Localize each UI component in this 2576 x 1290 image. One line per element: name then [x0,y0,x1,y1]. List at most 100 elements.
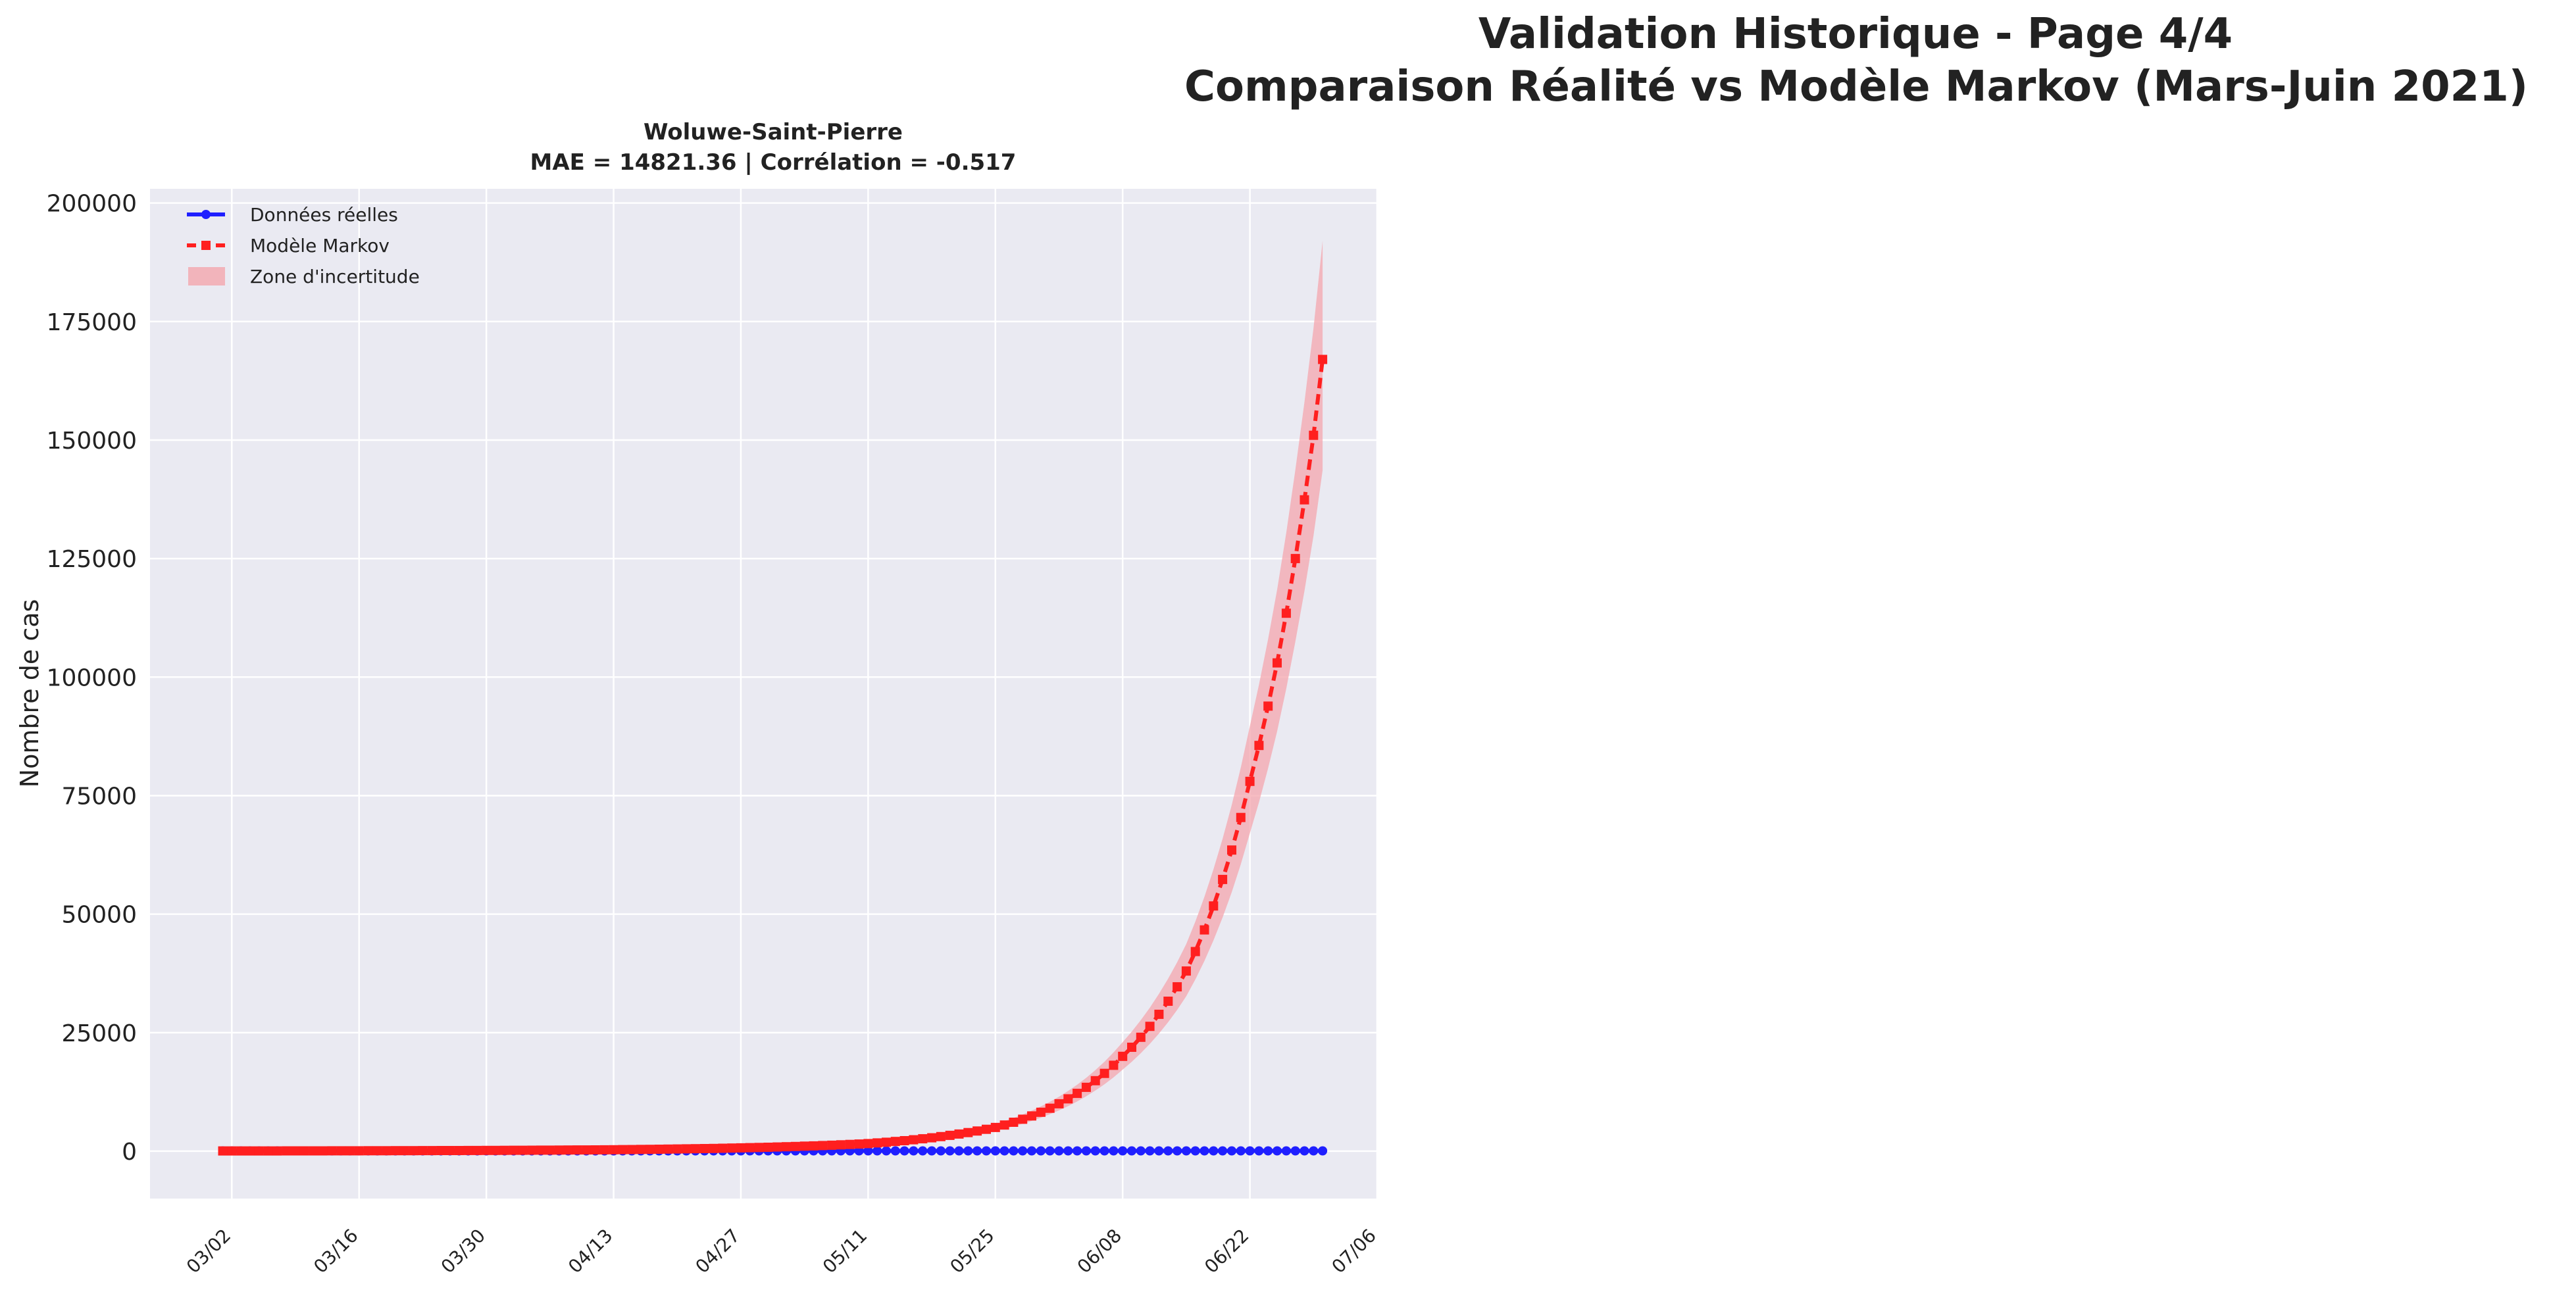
point-model [645,1145,655,1154]
point-real [1218,1146,1228,1156]
point-model [1209,901,1219,911]
x-tick-label: 05/11 [819,1225,871,1278]
point-real [1045,1146,1055,1156]
point-real [1118,1146,1128,1156]
y-tick-label: 200000 [47,191,137,218]
point-model [1254,741,1264,751]
point-model [1281,608,1291,618]
point-model [1036,1107,1046,1117]
point-real [1209,1146,1219,1156]
point-model [336,1146,346,1156]
point-model [427,1146,437,1156]
y-tick-label: 25000 [61,1020,137,1047]
point-real [1109,1146,1119,1156]
point-model [554,1145,564,1155]
point-model [227,1146,237,1156]
point-real [1309,1146,1319,1156]
point-model [654,1145,664,1154]
point-model [918,1134,928,1144]
point-model [1290,554,1300,564]
point-model [299,1146,309,1156]
point-model [309,1146,318,1156]
y-tick-label: 50000 [61,902,137,929]
x-tick-label: 06/08 [1073,1225,1126,1278]
point-real [972,1146,982,1156]
point-model [699,1144,709,1153]
point-model [318,1146,328,1156]
point-model [354,1146,364,1156]
point-model [363,1146,373,1156]
point-real [945,1146,955,1156]
legend-label-model: Modèle Markov [250,235,390,257]
point-model [272,1146,282,1156]
point-model [854,1139,864,1149]
point-model [236,1146,246,1156]
y-tick-label: 75000 [61,783,137,810]
y-tick-label: 125000 [47,546,137,573]
y-tick-label: 100000 [47,664,137,691]
point-model [1109,1060,1119,1070]
point-model [899,1136,909,1145]
point-model [1227,845,1236,855]
point-model [254,1146,264,1156]
point-real [936,1146,946,1156]
x-axis-ticks: 03/02 03/16 03/30 04/13 04/27 05/11 05/25 06/08… [182,1225,1380,1278]
point-model [1218,874,1228,884]
point-real [909,1146,919,1156]
figure-title: Validation Historique - Page 4/4 Compara… [1184,8,2528,113]
point-real [999,1146,1009,1156]
point-model [1273,658,1282,668]
point-model [999,1120,1009,1130]
x-tick-label: 03/16 [309,1225,362,1278]
point-model [1163,997,1173,1006]
y-tick-label: 175000 [47,309,137,336]
point-real [1163,1146,1173,1156]
point-model [582,1145,592,1155]
point-model [1118,1051,1128,1061]
chart-title-line2: MAE = 14821.36 | Corrélation = -0.517 [530,149,1017,176]
point-real [872,1146,882,1156]
point-model [391,1146,400,1156]
point-model [745,1143,755,1153]
point-model [1145,1022,1155,1031]
point-model [772,1142,782,1152]
point-model [1300,495,1309,505]
point-model [682,1144,692,1154]
point-model [1099,1068,1109,1078]
point-model [454,1146,464,1155]
point-model [482,1145,492,1155]
point-real [1127,1146,1136,1156]
point-model [282,1146,291,1156]
point-model [982,1124,991,1134]
point-real [990,1146,1000,1156]
point-real [963,1146,973,1156]
point-model [990,1122,1000,1132]
x-tick-label: 03/02 [182,1225,235,1278]
point-model [872,1138,882,1148]
grid [150,189,1378,1199]
point-real [1173,1146,1182,1156]
point-model [436,1146,446,1155]
point-real [1073,1146,1082,1156]
point-real [1009,1146,1019,1156]
point-model [809,1141,819,1151]
point-model [1054,1099,1064,1108]
point-model [818,1141,828,1151]
point-model [399,1146,409,1156]
point-model [1263,701,1273,711]
point-real [1281,1146,1291,1156]
point-model [590,1145,600,1154]
point-model [245,1146,255,1156]
point-model [1136,1032,1146,1042]
point-real [863,1146,873,1156]
point-model [1236,812,1246,822]
point-real [1099,1146,1109,1156]
point-model [1045,1103,1055,1113]
point-model [1009,1118,1019,1127]
point-model [963,1128,973,1137]
point-real [927,1146,937,1156]
point-model [291,1146,300,1156]
point-model [1309,430,1319,440]
point-model [799,1141,809,1151]
